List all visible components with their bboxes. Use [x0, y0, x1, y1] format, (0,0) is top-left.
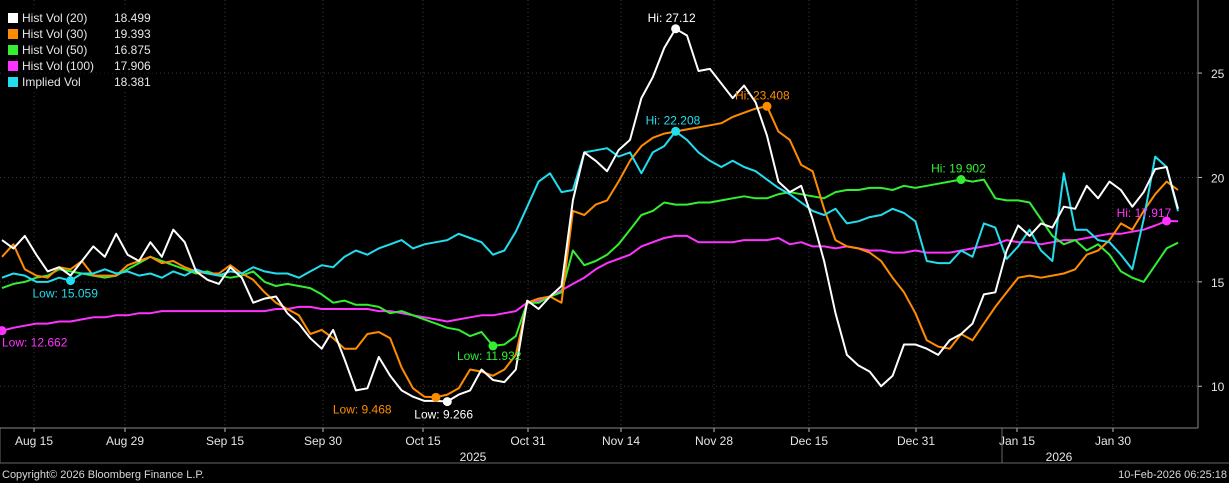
legend-entry: Hist Vol (100) 17.906	[8, 58, 151, 74]
extreme-marker	[671, 24, 681, 34]
y-tick-label: 15	[1211, 276, 1225, 290]
legend-series-name: Hist Vol (100)	[22, 59, 95, 73]
extreme-marker	[488, 341, 498, 351]
legend-entry: Hist Vol (50) 16.875	[8, 42, 151, 58]
legend-entry: Implied Vol 18.381	[8, 74, 151, 90]
extreme-label: Hi: 22.208	[646, 113, 701, 127]
x-tick-label: Nov 14	[602, 434, 640, 448]
legend-swatch	[8, 13, 18, 23]
timestamp-text: 10-Feb-2026 06:25:18	[1118, 469, 1227, 481]
x-tick-label: Jan 30	[1095, 434, 1131, 448]
legend-swatch	[8, 29, 18, 39]
extreme-marker	[956, 175, 966, 185]
extreme-label: Low: 9.266	[414, 408, 473, 422]
extreme-label: Hi: 19.902	[931, 162, 986, 176]
legend-series-name: Hist Vol (50)	[22, 43, 88, 57]
x-tick-label: Sep 30	[304, 434, 342, 448]
legend-swatch	[8, 61, 18, 71]
legend-series-value: 17.906	[114, 59, 151, 73]
extreme-marker	[66, 276, 76, 286]
legend-series-value: 18.381	[114, 75, 151, 89]
extreme-label: Hi: 27.12	[648, 11, 696, 25]
x-tick-label: Nov 28	[695, 434, 733, 448]
extreme-marker	[431, 392, 441, 402]
extreme-label: Hi: 17.917	[1117, 206, 1172, 220]
series-line-0	[1, 27, 1179, 403]
extreme-marker	[0, 326, 7, 336]
legend-series-value: 18.499	[114, 11, 151, 25]
extreme-label: Low: 9.468	[333, 402, 392, 416]
annotations: Hi: 27.12 Low: 9.266 Hi: 23.408 Low: 9.468 H…	[0, 11, 1172, 422]
y-tick-label: 25	[1211, 67, 1225, 81]
extreme-marker	[1162, 216, 1172, 226]
legend-series-name: Hist Vol (20)	[22, 11, 88, 25]
extreme-label: Low: 12.662	[2, 336, 68, 350]
extreme-label: Low: 15.059	[33, 287, 99, 301]
legend-series-value: 16.875	[114, 43, 151, 57]
x-tick-label: Oct 31	[510, 434, 546, 448]
x-tick-label: Oct 15	[405, 434, 441, 448]
legend-entry: Hist Vol (20) 18.499	[8, 10, 151, 26]
series-line-1	[1, 105, 1179, 399]
grid	[0, 0, 1198, 428]
y-tick-label: 10	[1211, 380, 1225, 394]
year-label: 2025	[460, 450, 487, 464]
copyright-text: Copyright© 2026 Bloomberg Finance L.P.	[2, 469, 205, 481]
extreme-marker	[442, 397, 452, 407]
extreme-label: Hi: 23.408	[735, 88, 790, 102]
series-line-3	[1, 220, 1179, 332]
series-line-4	[1, 130, 1179, 283]
extreme-label: Low: 11.932	[457, 349, 522, 363]
x-tick-label: Aug 29	[106, 434, 144, 448]
legend-series-name: Hist Vol (30)	[22, 27, 88, 41]
legend-series-name: Implied Vol	[22, 75, 81, 89]
legend-entry: Hist Vol (30) 19.393	[8, 26, 151, 42]
x-tick-label: Jan 15	[999, 434, 1035, 448]
x-tick-label: Sep 15	[206, 434, 244, 448]
y-tick-label: 20	[1211, 171, 1225, 185]
series-lines	[1, 27, 1179, 403]
extreme-marker	[671, 126, 681, 136]
x-tick-label: Dec 15	[790, 434, 828, 448]
year-label: 2026	[1046, 450, 1073, 464]
legend: Hist Vol (20) 18.499 Hist Vol (30) 19.393 Hi…	[4, 8, 155, 92]
x-tick-label: Aug 15	[15, 434, 53, 448]
extreme-marker	[762, 101, 772, 111]
legend-series-value: 19.393	[114, 27, 151, 41]
legend-swatch	[8, 45, 18, 55]
legend-swatch	[8, 77, 18, 87]
x-tick-label: Dec 31	[897, 434, 935, 448]
